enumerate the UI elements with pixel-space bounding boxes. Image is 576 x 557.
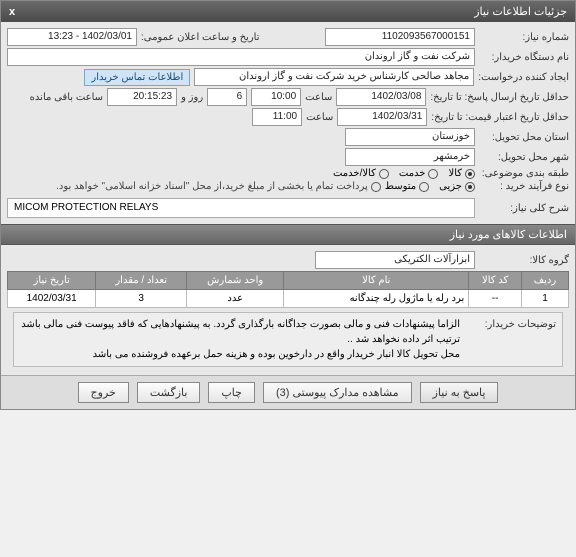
radio-icon [419,182,429,192]
deadline-label: حداقل تاریخ ارسال پاسخ: تا تاریخ: [430,92,569,103]
buyer-org-field: شرکت نفت و گاز اروندان [7,48,475,66]
reply-button[interactable]: پاسخ به نیاز [420,382,499,403]
close-icon[interactable]: x [9,6,15,18]
back-button[interactable]: بازگشت [137,382,201,403]
buyer-org-label: نام دستگاه خریدار: [479,52,569,63]
validity-time: 11:00 [252,108,302,126]
category-kala[interactable]: کالا [448,168,475,179]
creator-field: مجاهد صالحی کارشناس خرید شرکت نفت و گاز … [194,68,474,86]
buyer-note-label: توضیحات خریدار: [466,317,556,362]
reqno-label: شماره نیاز: [479,32,569,43]
category-label: طبقه بندی موضوعی: [479,168,569,179]
category-radio-group: کالا خدمت کالا/خدمت [333,168,475,179]
buytype-label: نوع فرآیند خرید : [479,181,569,192]
col-qty: تعداد / مقدار [96,272,187,290]
radio-icon [428,169,438,179]
remain-time: 20:15:23 [107,88,177,106]
items-table: ردیف کد کالا نام کالا واحد شمارش تعداد /… [7,271,569,308]
col-name: نام کالا [284,272,469,290]
items-table-wrap: ردیف کد کالا نام کالا واحد شمارش تعداد /… [7,271,569,308]
cell-date: 1402/03/31 [8,290,96,308]
deadline-date: 1402/03/08 [336,88,426,106]
category-both[interactable]: کالا/خدمت [333,168,389,179]
cat-opt3-label: کالا/خدمت [333,168,376,179]
items-header: اطلاعات کالاهای مورد نیاز [1,224,575,245]
form-area: شماره نیاز: 1102093567000151 تاریخ و ساع… [1,22,575,224]
window-title: جزئیات اطلاعات نیاز [474,5,567,18]
radio-icon [465,169,475,179]
col-unit: واحد شمارش [187,272,284,290]
table-header-row: ردیف کد کالا نام کالا واحد شمارش تعداد /… [8,272,569,290]
province-label: استان محل تحویل: [479,132,569,143]
validity-date: 1402/03/31 [337,108,427,126]
items-area: گروه کالا: ابزارآلات الکتریکی ردیف کد کا… [1,245,575,375]
group-label: گروه کالا: [479,255,569,266]
cell-code: -- [469,290,522,308]
buytype-radio-group: جزیی متوسط [385,181,475,192]
desc-label: شرح کلی نیاز: [479,203,569,214]
announce-field: 1402/03/01 - 13:23 [7,28,137,46]
pay-note-check: پرداخت تمام یا بخشی از مبلغ خرید،از محل … [56,181,381,192]
day-label: روز و [181,92,203,103]
city-label: شهر محل تحویل: [479,152,569,163]
buyer-note-text: الزاما پیشنهادات فنی و مالی بصورت جداگان… [20,317,460,362]
pay-note: پرداخت تمام یا بخشی از مبلغ خرید،از محل … [56,181,368,192]
radio-icon [371,182,381,192]
province-field: خوزستان [345,128,475,146]
cell-name: برد رله یا ماژول رله چندگانه [284,290,469,308]
city-field: خرمشهر [345,148,475,166]
contact-info-button[interactable]: اطلاعات تماس خریدار [84,69,190,86]
buyer-note: توضیحات خریدار: الزاما پیشنهادات فنی و م… [13,312,563,367]
buytype-minor[interactable]: جزیی [439,181,475,192]
group-field: ابزارآلات الکتریکی [315,251,475,269]
radio-icon [379,169,389,179]
cell-unit: عدد [187,290,284,308]
cat-opt2-label: خدمت [399,168,426,179]
buytype-medium[interactable]: متوسط [385,181,429,192]
footer: پاسخ به نیاز مشاهده مدارک پیوستی (3) چاپ… [1,375,575,409]
bt-opt2-label: متوسط [385,181,416,192]
bt-opt1-label: جزیی [439,181,462,192]
col-row: ردیف [522,272,569,290]
reqno-field: 1102093567000151 [325,28,475,46]
print-button[interactable]: چاپ [208,382,255,403]
col-date: تاریخ نیاز [8,272,96,290]
creator-label: ایجاد کننده درخواست: [478,72,569,83]
time-label-2: ساعت [306,112,333,123]
radio-icon [465,182,475,192]
table-row[interactable]: 1 -- برد رله یا ماژول رله چندگانه عدد 3 … [8,290,569,308]
announce-label: تاریخ و ساعت اعلان عمومی: [141,32,260,43]
deadline-time: 10:00 [251,88,301,106]
category-khedmat[interactable]: خدمت [399,168,439,179]
exit-button[interactable]: خروج [78,382,129,403]
remain-label: ساعت باقی مانده [30,92,103,103]
col-code: کد کالا [469,272,522,290]
cat-opt1-label: کالا [448,168,462,179]
days-field: 6 [207,88,247,106]
attachments-button[interactable]: مشاهده مدارک پیوستی (3) [263,382,412,403]
validity-label: حداقل تاریخ اعتبار قیمت: تا تاریخ: [431,112,569,123]
cell-qty: 3 [96,290,187,308]
window: جزئیات اطلاعات نیاز x شماره نیاز: 110209… [0,0,576,410]
time-label-1: ساعت [305,92,332,103]
cell-row: 1 [522,290,569,308]
titlebar: جزئیات اطلاعات نیاز x [1,1,575,22]
desc-field: MICOM PROTECTION RELAYS [7,198,475,218]
